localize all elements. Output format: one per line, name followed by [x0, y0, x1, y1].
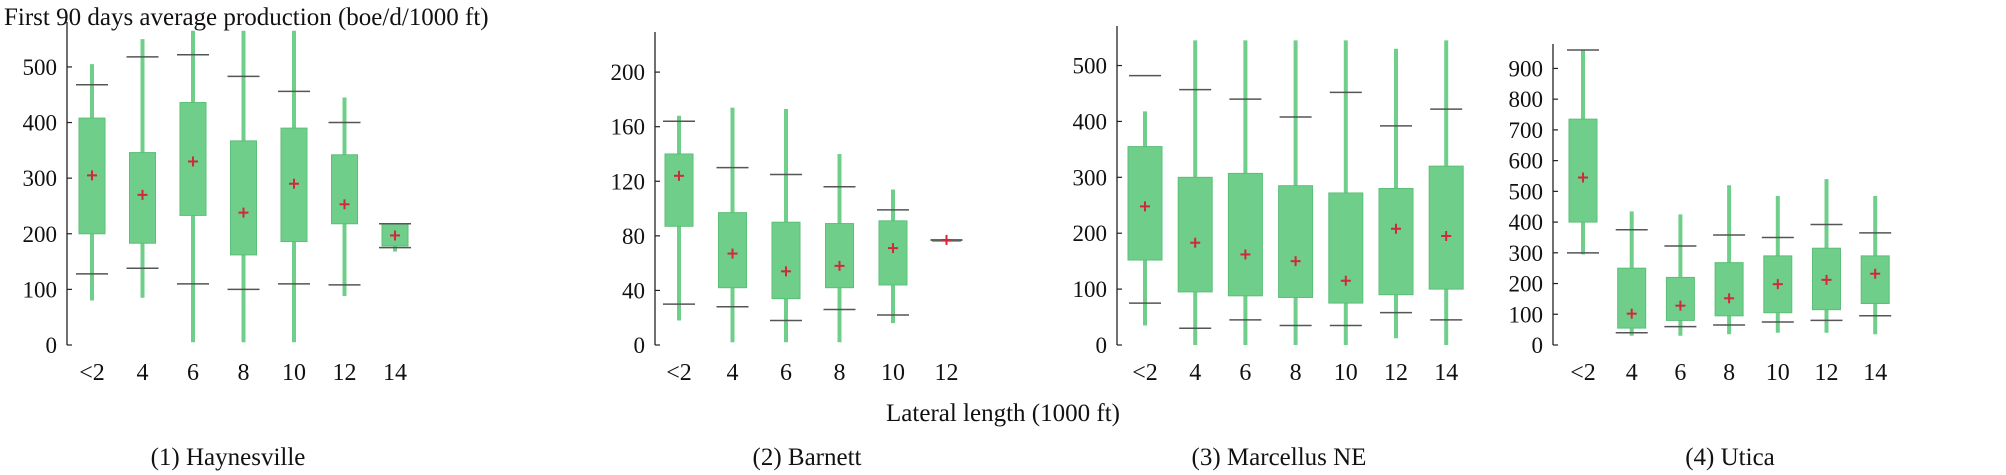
y-tick-label: 500 [1073, 54, 1108, 79]
box [1617, 267, 1647, 329]
x-tick-label: 8 [1290, 360, 1302, 386]
x-tick-label: 14 [1434, 360, 1458, 386]
box [1177, 176, 1213, 293]
y-tick-label: 400 [1073, 109, 1108, 134]
box [1227, 172, 1263, 297]
x-tick-label: 14 [383, 360, 407, 386]
y-tick-label: 300 [1509, 241, 1544, 266]
box [1428, 165, 1464, 290]
y-tick-label: 300 [23, 166, 58, 191]
x-tick-label: 6 [187, 360, 199, 386]
y-tick-label: 100 [1509, 302, 1544, 327]
panel-1: 0 100 200 300 400 500 <2 4 6 8 10 12 14 (1) Haynesvil… [23, 22, 411, 471]
y-tick-label: 160 [611, 115, 646, 140]
panel-label: (2) Barnett [753, 444, 862, 471]
y-tick-label: 200 [611, 60, 646, 85]
x-tick-label: 8 [238, 360, 250, 386]
y-tick-label: 800 [1509, 87, 1544, 112]
y-tick-label: 100 [1073, 277, 1108, 302]
y-tick-label: 200 [1509, 272, 1544, 297]
y-tick-label: 0 [1532, 333, 1544, 358]
x-tick-label: 10 [881, 360, 905, 386]
box [1278, 185, 1314, 298]
x-tick-label: 14 [1863, 360, 1887, 386]
x-tick-label: 10 [1334, 360, 1358, 386]
box [331, 154, 358, 225]
panel-label: (1) Haynesville [151, 444, 306, 471]
x-tick-label: 4 [727, 360, 739, 386]
box [1714, 262, 1744, 317]
box [825, 223, 854, 289]
panel-3: 0 100 200 300 400 500 <2 4 6 8 10 12 14 (3) Marcellus… [1073, 26, 1464, 471]
box [230, 140, 257, 256]
box [1860, 255, 1890, 305]
y-tick-label: 0 [46, 333, 58, 358]
y-tick-label: 0 [1096, 333, 1108, 358]
y-tick-label: 500 [1509, 179, 1544, 204]
x-tick-label: 10 [282, 360, 306, 386]
x-tick-label: 6 [780, 360, 792, 386]
x-tick-label: <2 [79, 360, 105, 386]
x-tick-label: 4 [137, 360, 149, 386]
y-tick-label: 500 [23, 55, 58, 80]
y-tick-label: 0 [634, 333, 646, 358]
x-tick-label: 4 [1189, 360, 1201, 386]
y-tick-label: 600 [1509, 149, 1544, 174]
y-tick-label: 80 [622, 224, 645, 249]
x-tick-label: 12 [1384, 360, 1408, 386]
x-tick-label: 12 [1815, 360, 1839, 386]
y-tick-label: 200 [1073, 221, 1108, 246]
y-tick-label: 700 [1509, 118, 1544, 143]
box [664, 153, 694, 227]
panel-4: 0 100 200 300 400 500 600 700 800 900 <2 4 6 8 10 12 14 (… [1509, 44, 1892, 471]
x-tick-label: <2 [1132, 360, 1158, 386]
x-tick-label: <2 [1570, 360, 1596, 386]
panel-label: (4) Utica [1685, 444, 1775, 471]
x-tick-label: 6 [1674, 360, 1686, 386]
y-tick-label: 900 [1509, 56, 1544, 81]
y-tick-label: 400 [1509, 210, 1544, 235]
x-axis-title: Lateral length (1000 ft) [886, 400, 1120, 427]
panel-label: (3) Marcellus NE [1192, 444, 1367, 471]
x-tick-label: 4 [1626, 360, 1638, 386]
x-tick-label: 6 [1239, 360, 1251, 386]
y-axis-title: First 90 days average production (boe/d/… [4, 4, 489, 31]
y-tick-label: 200 [23, 222, 58, 247]
x-tick-label: 8 [834, 360, 846, 386]
y-tick-label: 100 [23, 277, 58, 302]
y-tick-label: 400 [23, 111, 58, 136]
y-tick-label: 40 [622, 278, 645, 303]
box [1328, 192, 1364, 304]
x-tick-label: 8 [1723, 360, 1735, 386]
x-tick-label: 12 [935, 360, 959, 386]
panel-2: 0 40 80 120 160 200 <2 4 6 8 10 12 (2) Barnett [611, 32, 963, 471]
box [1568, 118, 1598, 223]
box [1378, 188, 1414, 296]
box [1665, 276, 1695, 321]
y-tick-label: 300 [1073, 165, 1108, 190]
x-tick-label: 10 [1766, 360, 1790, 386]
y-tick-label: 120 [611, 169, 646, 194]
x-tick-label: <2 [666, 360, 692, 386]
box [771, 221, 801, 300]
x-tick-label: 12 [333, 360, 357, 386]
